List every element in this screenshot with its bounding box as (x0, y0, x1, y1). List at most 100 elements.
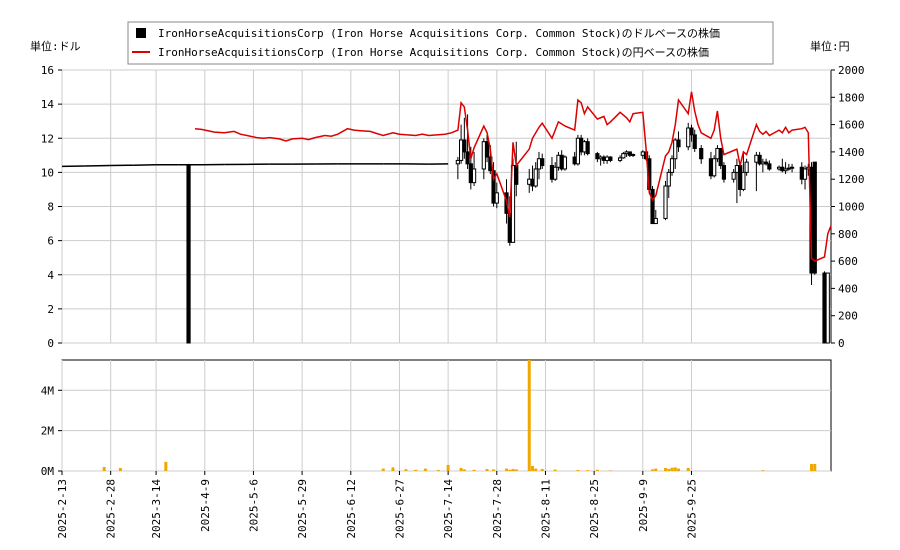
volume-bar (586, 470, 590, 471)
date-tick-label: 2025-6-27 (393, 479, 406, 539)
right-tick-label: 2000 (838, 64, 865, 77)
candle-body (686, 127, 691, 148)
volume-bar (813, 463, 817, 471)
candle-body (540, 158, 545, 167)
candle-body (676, 139, 681, 148)
candle-body (459, 139, 464, 161)
date-tick-label: 2025-2-13 (56, 479, 69, 539)
legend: IronHorseAcquisitionsCorp (Iron Horse Ac… (127, 21, 774, 65)
candle-body (455, 159, 460, 165)
left-tick-label: 10 (41, 166, 54, 179)
candle-body (510, 165, 516, 243)
candle-body (666, 171, 671, 187)
candle-body (738, 165, 743, 190)
left-tick-label: 0 (47, 337, 54, 350)
volume-bar (436, 469, 440, 471)
candle-body (514, 165, 519, 185)
candle-body (731, 171, 736, 180)
candle-body (692, 134, 697, 149)
volume-bar (472, 469, 476, 471)
right-unit-label: 単位:円 (810, 39, 850, 53)
candle-body (708, 158, 714, 177)
volume-bar (576, 469, 580, 471)
date-axis: 2025-2-13 2025-2-28 2025-3-14 2025-4-9 2025-… (56, 471, 698, 539)
right-tick-label: 400 (838, 282, 858, 295)
right-tick-label: 200 (838, 310, 858, 323)
volume-bar (608, 470, 612, 471)
jpy-price-line (194, 91, 832, 262)
volume-bar (670, 467, 674, 471)
date-tick-label: 2025-8-11 (539, 479, 552, 539)
right-tick-label: 1800 (838, 91, 865, 104)
volume-bar (530, 465, 534, 471)
date-tick-label: 2025-7-28 (491, 479, 504, 539)
left-tick-label: 8 (47, 201, 54, 214)
left-tick-label: 12 (41, 132, 54, 145)
left-tick-label: 14 (41, 98, 55, 111)
volume-axis: 0M 2M 4M (41, 384, 62, 478)
date-tick-label: 2025-8-25 (588, 479, 601, 539)
candle-body (764, 161, 769, 165)
volume-bar (485, 468, 489, 471)
right-tick-label: 800 (838, 228, 858, 241)
candle-body (624, 151, 629, 155)
volume-bar (654, 468, 658, 471)
right-price-axis: 0 200 400 600 800 1000 1200 1400 1600 1800 2000 (831, 64, 865, 350)
candle-body (712, 158, 717, 177)
candle-body (605, 156, 610, 161)
legend-label-jpy: IronHorseAcquisitionsCorp (Iron Horse Ac… (158, 45, 709, 59)
candle-body (484, 141, 490, 158)
candle-body (585, 141, 590, 155)
volume-bar (164, 461, 168, 471)
candle-body (699, 147, 704, 160)
volume-bar (446, 464, 450, 471)
candle-body (468, 163, 473, 184)
volume-bar (492, 469, 496, 471)
volume-bar (664, 467, 668, 471)
left-tick-label: 2 (47, 303, 54, 316)
left-unit-label: 単位:ドル (30, 39, 81, 53)
volume-bar (118, 467, 122, 471)
volume-bar (673, 467, 677, 471)
candle-body (481, 141, 486, 170)
candle-body (776, 166, 782, 170)
left-tick-label: 6 (47, 235, 54, 248)
volume-bar (514, 469, 518, 471)
date-tick-label: 2025-5-6 (247, 479, 260, 532)
candle-body (598, 156, 603, 160)
volume-bar (527, 360, 531, 471)
candle-body (186, 164, 191, 344)
volume-bar (511, 468, 515, 471)
date-tick-label: 2025-7-14 (442, 479, 455, 539)
volume-bar (667, 468, 671, 471)
candle-body (579, 137, 584, 153)
volume-bar (676, 468, 680, 471)
legend-label-usd: IronHorseAcquisitionsCorp (Iron Horse Ac… (158, 26, 720, 40)
candle-body (491, 170, 496, 204)
candle-body (757, 154, 762, 165)
candle-body (741, 171, 746, 190)
candle-body (663, 185, 668, 219)
candle-body (669, 158, 675, 173)
candle-body (825, 272, 830, 344)
date-tick-label: 2025-3-14 (150, 479, 163, 539)
right-tick-label: 1200 (838, 173, 865, 186)
candle-body (553, 166, 558, 180)
volume-bar (391, 467, 395, 471)
date-tick-label: 2025-6-12 (345, 479, 358, 539)
date-tick-label: 2025-2-28 (105, 479, 118, 539)
candle-body (530, 178, 535, 187)
volume-tick-label: 4M (41, 384, 55, 397)
candle-body (715, 147, 720, 160)
right-tick-label: 600 (838, 255, 858, 268)
jpy-price-series (194, 91, 832, 262)
candle-body (533, 168, 538, 187)
candle-body (556, 154, 561, 168)
candle-body (812, 161, 817, 274)
right-tick-label: 1400 (838, 146, 865, 159)
date-tick-label: 2025-9-25 (685, 479, 698, 539)
candle-body (536, 158, 542, 170)
volume-grid (61, 360, 831, 472)
volume-bar (508, 469, 512, 471)
